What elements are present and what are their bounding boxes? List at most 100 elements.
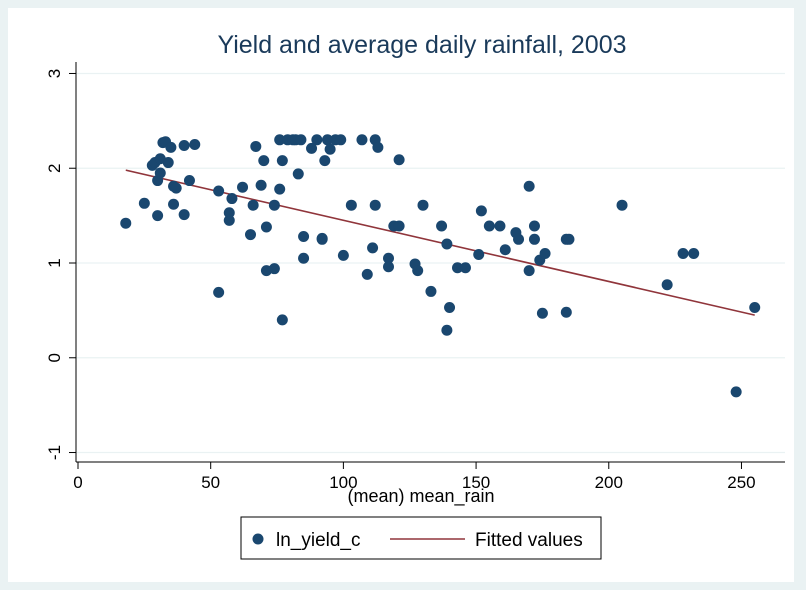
data-point bbox=[523, 180, 535, 192]
axis-layer: -1 0 1 2 3 0 50 100 150 200 250 bbox=[45, 62, 785, 492]
data-point bbox=[730, 386, 742, 398]
y-tick-label: 3 bbox=[45, 69, 64, 78]
data-point bbox=[452, 262, 463, 274]
data-point bbox=[237, 181, 249, 193]
data-point bbox=[324, 143, 336, 155]
data-point bbox=[417, 199, 429, 211]
data-point bbox=[298, 230, 310, 242]
data-point bbox=[444, 302, 456, 314]
x-axis-title: (mean) mean_rain bbox=[347, 486, 494, 507]
data-point bbox=[178, 139, 190, 151]
data-point bbox=[255, 179, 267, 191]
data-point bbox=[749, 302, 761, 314]
data-point bbox=[223, 207, 235, 219]
data-point bbox=[393, 220, 405, 232]
data-point bbox=[361, 268, 373, 280]
x-tick-label: 100 bbox=[329, 473, 357, 492]
data-point bbox=[528, 220, 540, 232]
data-point bbox=[560, 306, 572, 318]
data-point bbox=[616, 199, 628, 211]
data-point bbox=[183, 175, 195, 187]
data-point bbox=[677, 248, 689, 260]
data-point bbox=[513, 233, 525, 245]
scatter-point-layer bbox=[120, 134, 761, 398]
data-point bbox=[170, 182, 182, 194]
data-point bbox=[661, 279, 673, 291]
y-tick-label: 2 bbox=[45, 164, 64, 173]
data-point bbox=[483, 220, 495, 232]
data-point bbox=[276, 314, 288, 326]
x-tick-label: 150 bbox=[462, 473, 490, 492]
data-point bbox=[274, 183, 286, 195]
data-point bbox=[539, 248, 551, 260]
data-point bbox=[247, 199, 259, 211]
y-tick-label: 1 bbox=[45, 258, 64, 267]
legend-label-ln-yield: ln_yield_c bbox=[276, 530, 361, 551]
legend-marker-ln-yield bbox=[252, 533, 264, 545]
data-point bbox=[223, 214, 235, 226]
data-point bbox=[152, 210, 164, 222]
data-point bbox=[321, 134, 333, 146]
data-point bbox=[306, 142, 318, 154]
data-point bbox=[528, 233, 540, 245]
data-point bbox=[383, 261, 394, 273]
data-point bbox=[523, 265, 535, 277]
legend-box bbox=[240, 516, 602, 560]
data-point bbox=[138, 197, 150, 209]
data-point bbox=[425, 285, 437, 297]
data-point bbox=[412, 265, 424, 277]
data-point bbox=[213, 286, 225, 298]
data-point bbox=[319, 155, 331, 167]
data-point bbox=[245, 229, 256, 241]
data-point bbox=[393, 154, 405, 166]
data-point bbox=[276, 155, 288, 167]
data-point bbox=[298, 252, 310, 264]
data-point bbox=[475, 205, 487, 217]
data-point bbox=[316, 233, 328, 245]
data-point bbox=[274, 134, 286, 146]
data-point bbox=[356, 134, 368, 146]
data-point bbox=[337, 249, 349, 261]
legend-label-fitted: Fitted values bbox=[475, 530, 583, 551]
data-point bbox=[688, 248, 700, 260]
data-point bbox=[226, 193, 238, 205]
x-tick-label: 0 bbox=[73, 473, 82, 492]
data-point bbox=[335, 134, 347, 146]
data-point bbox=[441, 324, 453, 336]
data-point bbox=[311, 134, 323, 146]
data-point bbox=[383, 252, 394, 264]
data-point bbox=[367, 242, 379, 254]
x-tick-label: 50 bbox=[201, 473, 220, 492]
data-point bbox=[345, 199, 357, 211]
data-point bbox=[494, 220, 506, 232]
scatter-chart: Yield and average daily rainfall, 2003 -… bbox=[8, 8, 794, 582]
data-point bbox=[168, 198, 180, 210]
data-point bbox=[292, 168, 304, 180]
x-tick-label: 200 bbox=[595, 473, 623, 492]
data-point bbox=[120, 217, 132, 229]
data-point bbox=[260, 221, 272, 233]
data-point bbox=[436, 220, 448, 232]
data-point bbox=[369, 199, 381, 211]
data-point bbox=[372, 141, 384, 153]
x-tick-label: 250 bbox=[727, 473, 755, 492]
data-point bbox=[563, 233, 575, 245]
data-point bbox=[268, 263, 280, 275]
chart-frame: Yield and average daily rainfall, 2003 -… bbox=[8, 8, 794, 582]
data-point bbox=[536, 307, 548, 319]
data-point bbox=[499, 244, 511, 256]
grid-layer bbox=[76, 72, 785, 454]
data-point bbox=[250, 140, 262, 152]
data-point bbox=[473, 248, 485, 260]
data-point bbox=[459, 262, 471, 274]
data-point bbox=[178, 209, 190, 221]
y-tick-label: -1 bbox=[45, 445, 64, 460]
data-point bbox=[189, 139, 201, 151]
y-tick-label: 0 bbox=[45, 353, 64, 362]
chart-title: Yield and average daily rainfall, 2003 bbox=[217, 31, 626, 59]
data-point bbox=[268, 199, 280, 211]
data-point bbox=[441, 238, 453, 250]
data-point bbox=[162, 157, 174, 169]
data-point bbox=[154, 167, 166, 179]
legend: ln_yield_c Fitted values bbox=[240, 516, 602, 560]
